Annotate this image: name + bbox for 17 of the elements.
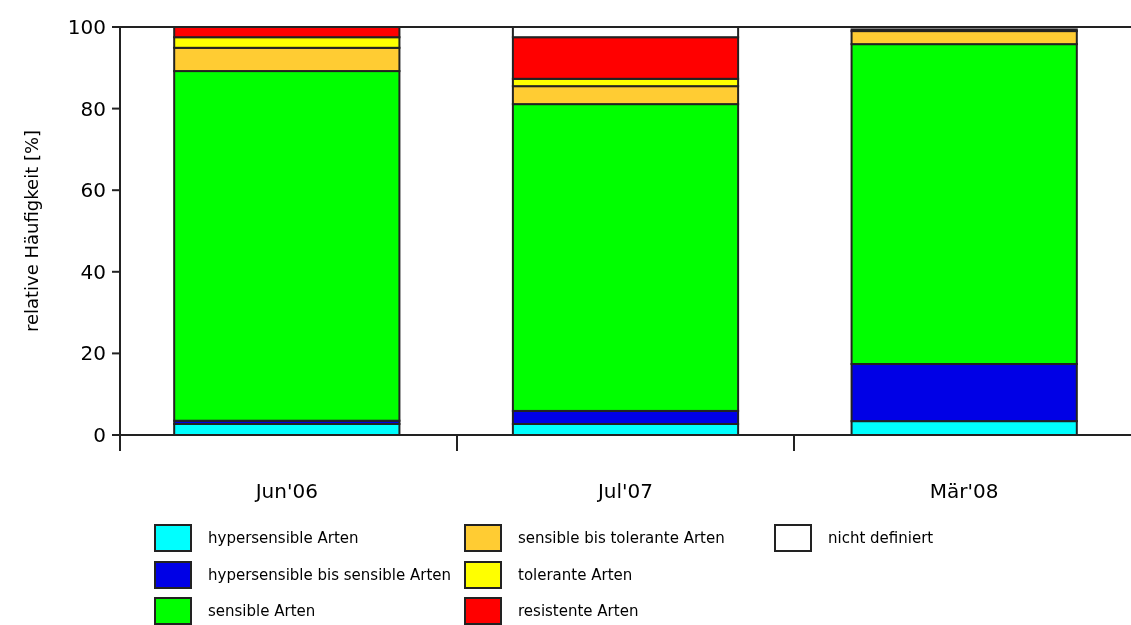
y-tick-label: 20 [80, 341, 106, 366]
y-tick-label: 80 [80, 96, 106, 121]
legend-label: sensible bis tolerante Arten [518, 529, 725, 548]
y-tick-label: 0 [93, 423, 106, 447]
legend-label: hypersensible bis sensible Arten [208, 566, 452, 585]
legend-label: resistente Arten [518, 602, 639, 621]
y-tick-label: 100 [67, 15, 106, 39]
x-tick-label: Jul'07 [595, 479, 654, 503]
legend-label: tolerante Arten [518, 566, 633, 585]
legend-label: nicht definiert [828, 529, 934, 548]
legend-label: hypersensible Arten [208, 529, 359, 548]
x-tick-label: Mär'08 [929, 479, 999, 503]
y-tick-label: 60 [80, 178, 106, 203]
y-axis-title: relative Häufigkeit [%] [21, 129, 42, 333]
y-tick-label: 40 [80, 259, 106, 284]
legend-label: sensible Arten [208, 602, 316, 621]
x-tick-label: Jun'06 [253, 479, 318, 503]
